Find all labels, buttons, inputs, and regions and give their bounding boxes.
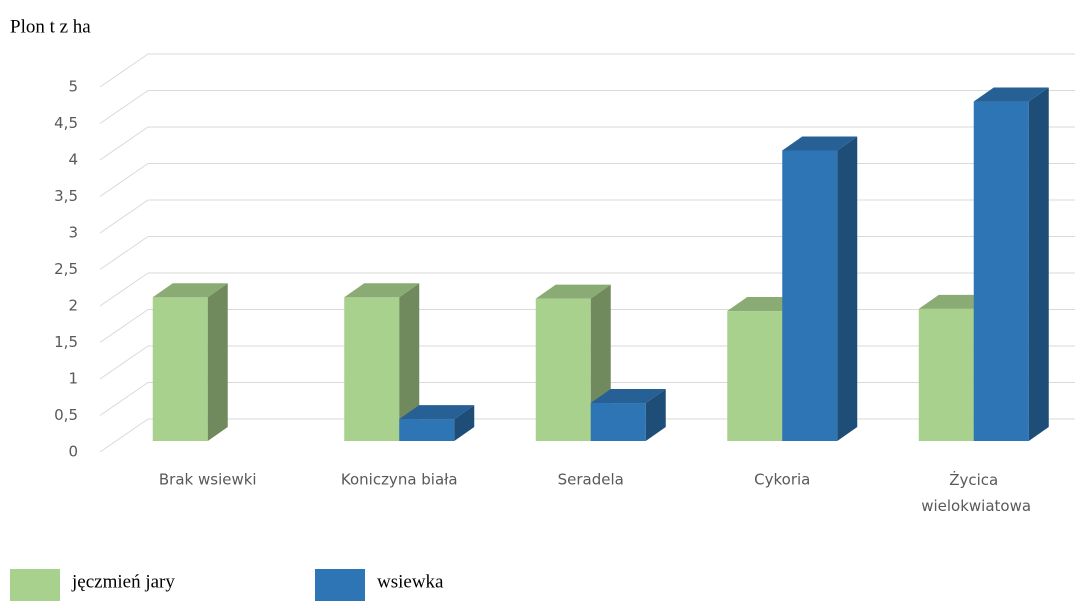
x-tick-label-line: wielokwiatowa	[916, 497, 1031, 515]
legend-swatch	[315, 569, 365, 601]
bar-front	[535, 298, 591, 441]
axis-title: Plon t z ha	[10, 16, 91, 37]
bar	[399, 405, 475, 441]
bar-top	[535, 284, 611, 299]
bar-front	[727, 311, 783, 441]
x-tick-label: Brak wsiewki	[159, 471, 257, 489]
bar-side	[837, 136, 858, 441]
bar-side	[399, 283, 420, 441]
grid-line	[99, 90, 149, 124]
bar-top	[152, 283, 228, 298]
x-tick-label: Życica wielokwiatowa	[916, 470, 1031, 515]
bar-top	[399, 405, 475, 420]
bar-side	[207, 283, 228, 441]
grid-line	[99, 309, 149, 343]
y-tick-label: 4	[68, 151, 78, 169]
y-tick-label: 5	[68, 78, 78, 96]
bar-top	[344, 283, 420, 298]
bar-front	[782, 150, 838, 441]
legend-label: wsiewka	[377, 571, 444, 592]
x-tick-label-line: Życica	[949, 470, 998, 489]
y-tick-label: 2	[68, 297, 78, 315]
grid-line	[99, 126, 149, 161]
bar-side	[454, 405, 475, 441]
y-tick-label: 1,5	[54, 333, 78, 351]
y-tick-label: 3,5	[54, 187, 78, 205]
grid-line	[99, 163, 149, 197]
grid-line	[99, 418, 149, 453]
grid-line	[99, 53, 149, 88]
grid-line	[99, 272, 149, 307]
bar	[973, 87, 1049, 442]
bar-front	[973, 101, 1029, 442]
bar	[590, 389, 666, 441]
bar-top	[590, 389, 666, 404]
bar-front	[399, 419, 455, 441]
bar-front	[918, 308, 974, 441]
bar-side	[645, 389, 666, 441]
grid-line	[99, 345, 149, 380]
y-tick-label: 3	[68, 224, 78, 242]
bar	[535, 284, 611, 441]
bar	[782, 136, 858, 441]
y-tick-label: 0	[68, 443, 78, 461]
bar-top	[782, 136, 858, 151]
legend-swatch	[10, 569, 60, 601]
bar-front	[152, 297, 208, 441]
bar-top	[973, 87, 1049, 102]
bar-side	[1028, 87, 1049, 442]
legend-label: jęczmień jary	[71, 571, 175, 592]
grid-line	[99, 382, 149, 416]
bar	[152, 283, 228, 441]
bar	[344, 283, 420, 441]
y-tick-label: 4,5	[54, 114, 78, 132]
bar-front	[590, 403, 646, 441]
grid-line	[99, 236, 149, 270]
x-tick-label: Koniczyna biała	[341, 471, 458, 489]
x-tick-label: Seradela	[558, 471, 624, 489]
x-tick-label: Cykoria	[754, 471, 810, 489]
y-tick-label: 0,5	[54, 406, 78, 424]
grid-line	[99, 199, 149, 234]
bar-front	[344, 297, 400, 441]
y-tick-label: 1	[68, 370, 78, 388]
y-tick-label: 2,5	[54, 260, 78, 278]
